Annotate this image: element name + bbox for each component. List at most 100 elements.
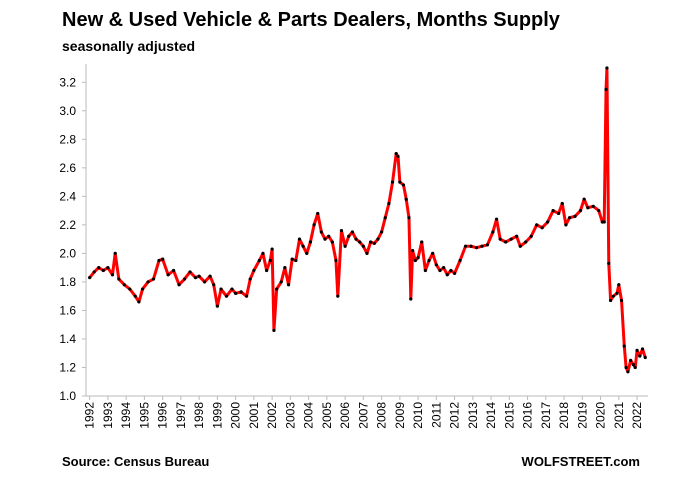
data-point (404, 197, 408, 201)
data-point (305, 251, 309, 255)
data-point (615, 291, 619, 295)
data-point (301, 244, 305, 248)
x-tick-label: 2014 (484, 402, 498, 429)
data-point (334, 258, 338, 263)
data-point (369, 240, 373, 244)
data-point (234, 291, 238, 295)
data-point (376, 237, 380, 241)
data-point (270, 247, 274, 251)
credit: WOLFSTREET.com (522, 454, 640, 469)
x-tick-label: 2000 (229, 402, 243, 429)
x-tick-label: 2001 (247, 402, 261, 429)
data-point (463, 244, 468, 248)
data-point (591, 204, 595, 208)
data-point (230, 287, 234, 291)
data-point (252, 268, 256, 273)
data-point (336, 294, 340, 298)
data-point (617, 283, 621, 287)
data-point (312, 223, 316, 227)
data-point (560, 201, 564, 206)
data-point (128, 287, 132, 291)
data-point (602, 220, 606, 224)
data-point (518, 244, 522, 248)
x-tick-label: 2013 (466, 402, 480, 429)
data-point (272, 328, 276, 332)
x-tick-label: 2021 (612, 402, 626, 429)
data-point (339, 228, 344, 233)
data-point (354, 237, 358, 241)
data-point (290, 257, 294, 261)
data-point (110, 273, 115, 277)
x-tick-label: 2016 (521, 402, 535, 429)
data-point (611, 294, 615, 298)
data-point (248, 277, 252, 281)
data-point (445, 273, 449, 277)
data-point (434, 263, 438, 267)
data-point (597, 209, 601, 213)
data-point (540, 226, 544, 230)
data-point (635, 348, 639, 352)
data-point (529, 234, 533, 238)
data-point (122, 283, 126, 287)
data-point (365, 251, 369, 255)
x-tick-label: 1993 (101, 402, 115, 429)
data-point (423, 268, 427, 273)
data-point (275, 287, 279, 291)
data-point (491, 230, 495, 234)
data-point (265, 268, 269, 273)
data-point (509, 237, 513, 241)
data-point (629, 358, 633, 362)
data-point (631, 363, 636, 367)
x-tick-label: 2009 (393, 402, 407, 429)
data-point (208, 274, 212, 278)
x-tick-label: 2005 (320, 402, 334, 429)
data-point (316, 211, 320, 216)
data-point (607, 261, 611, 265)
data-point (546, 220, 550, 224)
data-point (319, 230, 323, 234)
y-tick-label: 3.0 (59, 104, 76, 118)
data-point (261, 251, 265, 255)
data-point (215, 304, 219, 308)
x-tick-label: 2017 (539, 402, 553, 429)
data-point (177, 283, 181, 287)
data-point (420, 240, 424, 244)
data-point (582, 197, 586, 201)
data-point (535, 223, 539, 227)
data-point (117, 277, 121, 281)
x-tick-label: 2007 (356, 402, 370, 429)
x-tick-label: 2012 (448, 402, 462, 429)
data-point (197, 274, 201, 278)
data-point (398, 180, 402, 184)
x-tick-label: 1998 (192, 402, 206, 429)
data-point (383, 216, 387, 220)
data-point (151, 277, 156, 281)
y-tick-label: 3.2 (59, 75, 76, 89)
data-point (244, 294, 249, 298)
data-point (640, 347, 645, 351)
y-tick-label: 1.2 (59, 360, 76, 374)
source: Source: Census Bureau (62, 454, 209, 469)
data-point (390, 180, 395, 184)
data-point (573, 214, 577, 218)
data-point (605, 66, 609, 70)
data-point (427, 258, 431, 263)
data-point (416, 256, 420, 260)
data-point (157, 258, 161, 263)
data-point (407, 216, 411, 220)
data-point (396, 154, 400, 159)
data-point (146, 280, 150, 284)
data-point (323, 237, 327, 241)
x-tick-label: 1995 (137, 402, 151, 429)
data-point (286, 283, 291, 287)
data-point (431, 251, 435, 255)
data-point (458, 258, 462, 263)
data-point (350, 230, 355, 234)
data-point (188, 270, 192, 274)
data-point (638, 354, 642, 358)
data-point (97, 266, 101, 270)
x-tick-label: 1992 (83, 402, 97, 429)
data-point (133, 294, 137, 298)
